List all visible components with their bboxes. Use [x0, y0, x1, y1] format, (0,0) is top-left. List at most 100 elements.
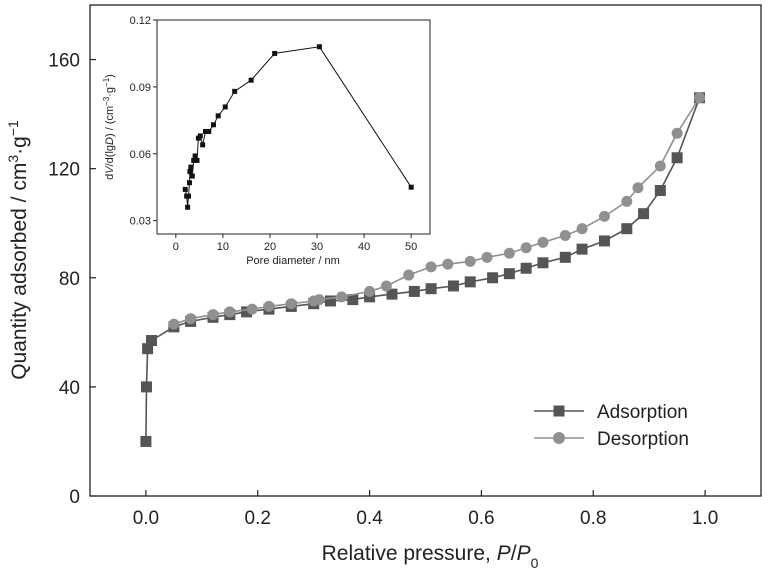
data-point-desorption [442, 258, 454, 270]
series-line-desorption [173, 97, 701, 325]
data-point-desorption [559, 229, 571, 241]
data-point-desorption [364, 285, 376, 297]
inset-x-tick-label: 50 [405, 241, 417, 253]
series-desorption [168, 92, 705, 330]
inset-y-axis-title: dV/d(lgD) / (cm−3·g−1) [102, 74, 117, 180]
inset-y-tick-label: 0.12 [130, 15, 151, 27]
data-point-desorption [425, 261, 437, 273]
data-point-adsorption [386, 288, 398, 300]
data-point-adsorption [621, 223, 633, 235]
data-point-desorption [537, 236, 549, 248]
data-point-desorption [598, 210, 610, 222]
data-point-pore-distribution [248, 77, 254, 83]
data-point-desorption [246, 303, 258, 315]
data-point-desorption [308, 295, 320, 307]
data-point-desorption [380, 280, 392, 292]
main-plot-frame [89, 4, 762, 497]
inset-y-tick-label: 0.03 [130, 216, 151, 228]
data-point-pore-distribution [185, 204, 191, 210]
data-point-pore-distribution [187, 169, 193, 175]
data-point-pore-distribution [202, 128, 208, 134]
data-point-adsorption [447, 280, 459, 292]
data-point-pore-distribution [182, 186, 188, 192]
data-point-adsorption [324, 295, 336, 307]
main-x-tick-label: 0.8 [580, 508, 606, 529]
data-point-desorption [621, 195, 633, 207]
data-point-pore-distribution [206, 128, 212, 134]
data-point-pore-distribution [194, 157, 200, 163]
data-point-desorption [464, 255, 476, 267]
data-point-adsorption [347, 294, 359, 306]
data-point-adsorption [503, 268, 515, 280]
data-point-desorption [520, 242, 532, 254]
data-point-adsorption [241, 306, 253, 318]
data-point-adsorption [140, 435, 152, 447]
legend-item-desorption: Desorption [534, 429, 689, 450]
main-y-tick-label: 80 [59, 269, 80, 290]
data-point-desorption [503, 247, 515, 259]
data-point-pore-distribution [215, 113, 221, 119]
data-point-pore-distribution [200, 142, 206, 148]
inset-x-tick-label: 0 [173, 241, 179, 253]
data-point-desorption [263, 300, 275, 312]
data-point-pore-distribution [272, 50, 278, 56]
data-point-adsorption [487, 272, 499, 284]
main-x-tick-label: 1.0 [692, 508, 718, 529]
data-point-desorption [336, 291, 348, 303]
main-legend: Adsorption Desorption [534, 402, 689, 450]
data-point-desorption [481, 251, 493, 263]
data-point-pore-distribution [191, 157, 197, 163]
data-point-desorption [207, 309, 219, 321]
data-point-adsorption [576, 243, 588, 255]
data-point-desorption [403, 269, 415, 281]
main-y-axis-title: Quantity adsorbed / cm3·g−1 [5, 120, 31, 380]
data-point-pore-distribution [192, 153, 198, 159]
data-point-desorption [185, 313, 197, 325]
main-x-tick-label: 0.0 [133, 508, 159, 529]
inset-y-tick-label: 0.09 [130, 82, 151, 94]
main-axis-ticks: 0.0 0.2 0.4 0.6 0.8 1.0 0 40 80 120 160 [48, 51, 718, 529]
data-point-desorption [632, 182, 644, 194]
data-point-pore-distribution [232, 88, 238, 94]
data-point-pore-distribution [197, 133, 203, 139]
data-point-desorption [693, 92, 705, 104]
data-point-pore-distribution [186, 180, 192, 186]
main-x-tick-label: 0.2 [245, 508, 271, 529]
main-plot-series [140, 92, 705, 447]
data-point-desorption [285, 298, 297, 310]
data-point-adsorption [408, 285, 420, 297]
main-y-tick-label: 0 [69, 487, 80, 508]
legend-item-adsorption: Adsorption [534, 402, 688, 423]
main-y-tick-label: 120 [48, 160, 80, 181]
data-point-desorption [168, 318, 180, 330]
data-point-adsorption [654, 184, 666, 196]
data-point-desorption [671, 127, 683, 139]
data-point-adsorption [598, 235, 610, 247]
data-point-pore-distribution [188, 164, 194, 170]
legend-marker-adsorption [553, 405, 565, 417]
data-point-adsorption [146, 335, 158, 347]
data-point-adsorption [425, 283, 437, 295]
data-point-desorption [576, 223, 588, 235]
data-point-adsorption [520, 262, 532, 274]
data-point-adsorption [142, 343, 154, 355]
inset-x-tick-label: 40 [358, 241, 370, 253]
inset-x-tick-label: 20 [264, 241, 276, 253]
legend-label-desorption: Desorption [597, 429, 689, 450]
data-point-adsorption [537, 257, 549, 269]
data-point-adsorption [464, 276, 476, 288]
legend-label-adsorption: Adsorption [597, 402, 688, 423]
data-point-pore-distribution [210, 122, 216, 128]
data-point-desorption [654, 160, 666, 172]
main-x-tick-label: 0.6 [468, 508, 494, 529]
inset-plot-frame [156, 19, 431, 235]
legend-marker-desorption [553, 432, 565, 444]
main-y-tick-label: 160 [48, 51, 80, 72]
main-y-tick-label: 40 [59, 378, 80, 399]
data-point-adsorption [559, 251, 571, 263]
data-point-pore-distribution [189, 173, 195, 179]
data-point-pore-distribution [316, 44, 322, 50]
inset-x-tick-label: 10 [217, 241, 229, 253]
data-point-adsorption [140, 381, 152, 393]
